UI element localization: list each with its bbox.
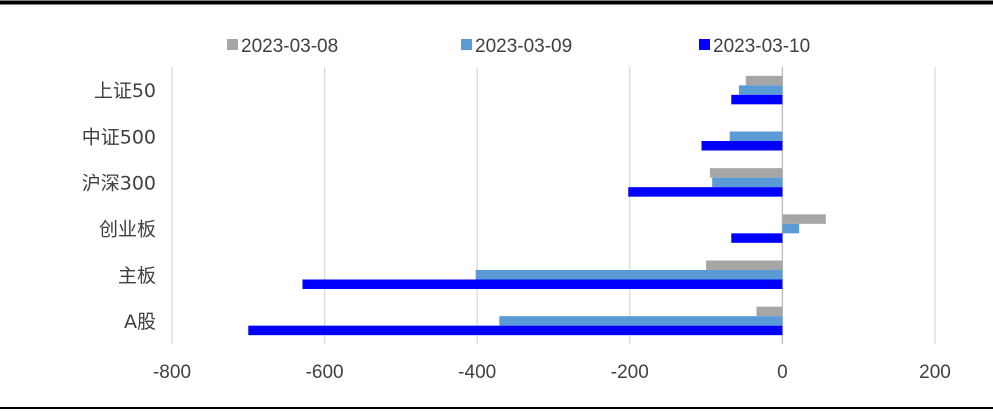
category-label-3: 创业板 — [99, 219, 156, 241]
legend: 2023-03-08 2023-03-09 2023-03-10 — [227, 36, 810, 57]
legend-label-0: 2023-03-08 — [241, 36, 338, 57]
x-tick-label-2: -400 — [458, 362, 496, 383]
legend-swatch-0 — [227, 39, 238, 50]
category-label-2: 沪深300 — [82, 172, 156, 194]
category-label-4: 主板 — [118, 265, 156, 287]
bar-3-0 — [782, 214, 826, 224]
bar-4-0 — [706, 260, 783, 270]
bar-0-2 — [731, 94, 783, 105]
x-tick-label-5: 200 — [919, 362, 951, 383]
x-tick-label-0: -800 — [153, 362, 191, 383]
category-label-5: A股 — [124, 311, 156, 333]
bar-2-0 — [709, 168, 783, 178]
bar-3-1 — [782, 223, 800, 234]
legend-swatch-2 — [699, 39, 710, 50]
bar-5-2 — [248, 325, 783, 336]
x-axis-ticks: -800 -600 -400 -200 0 200 — [153, 362, 951, 383]
legend-swatch-1 — [461, 39, 472, 50]
bar-1-2 — [701, 141, 783, 151]
category-label-0: 上证50 — [94, 80, 156, 102]
bar-1-1 — [729, 131, 783, 141]
legend-label-1: 2023-03-09 — [475, 36, 572, 57]
bar-5-1 — [499, 316, 783, 326]
x-tick-label-1: -600 — [306, 362, 344, 383]
x-tick-label-3: -200 — [611, 362, 649, 383]
bar-5-0 — [756, 306, 783, 317]
bars — [248, 75, 826, 336]
category-label-1: 中证500 — [82, 126, 156, 148]
bar-2-2 — [628, 187, 783, 197]
bar-4-1 — [475, 270, 783, 280]
bar-0-1 — [738, 85, 783, 95]
bar-0-0 — [745, 75, 783, 86]
bar-3-2 — [731, 233, 783, 243]
gridlines — [171, 67, 936, 344]
legend-label-2: 2023-03-10 — [713, 36, 810, 57]
x-tick-label-4: 0 — [777, 362, 788, 383]
bar-2-1 — [712, 177, 783, 188]
bar-4-2 — [302, 279, 783, 289]
